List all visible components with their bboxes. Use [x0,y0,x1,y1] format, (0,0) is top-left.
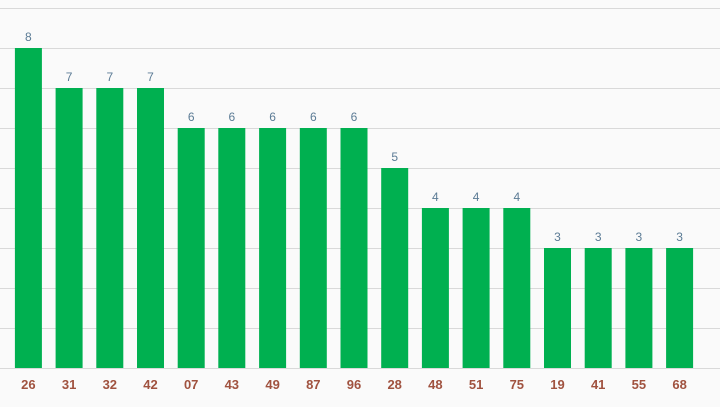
data-label-49: 6 [269,110,276,124]
x-tick-label-43: 43 [225,377,239,392]
x-tick-label-75: 75 [510,377,524,392]
data-label-31: 7 [66,70,73,84]
x-tick-label-49: 49 [265,377,279,392]
x-tick-label-41: 41 [591,377,605,392]
data-label-32: 7 [106,70,113,84]
bar-96 [340,128,368,368]
x-tick-label-96: 96 [347,377,361,392]
data-label-48: 4 [432,190,439,204]
data-label-41: 3 [595,230,602,244]
bar-68 [666,248,694,368]
x-tick-label-51: 51 [469,377,483,392]
bar-31 [55,88,83,368]
data-label-19: 3 [554,230,561,244]
x-tick-label-55: 55 [632,377,646,392]
x-tick-label-68: 68 [672,377,686,392]
x-tick-label-87: 87 [306,377,320,392]
x-tick-label-42: 42 [143,377,157,392]
x-tick-label-48: 48 [428,377,442,392]
data-label-68: 3 [676,230,683,244]
data-label-51: 4 [473,190,480,204]
bar-32 [96,88,124,368]
x-tick-label-26: 26 [21,377,35,392]
data-label-28: 5 [391,150,398,164]
bar-26 [14,48,42,368]
bar-41 [584,248,612,368]
bar-43 [218,128,246,368]
data-label-96: 6 [351,110,358,124]
data-label-75: 4 [513,190,520,204]
bar-48 [421,208,449,368]
data-label-87: 6 [310,110,317,124]
bar-49 [259,128,287,368]
data-label-26: 8 [25,30,32,44]
x-axis-labels: 26 31 32 42 07 43 49 87 96 28 48 51 75 19 41 55 68 [21,377,687,392]
x-tick-label-31: 31 [62,377,76,392]
data-labels: 8 7 7 7 6 6 6 6 6 5 4 4 4 3 3 3 3 [25,30,683,244]
bar-75 [503,208,531,368]
data-label-55: 3 [636,230,643,244]
x-tick-label-07: 07 [184,377,198,392]
data-label-07: 6 [188,110,195,124]
bar-07 [177,128,205,368]
x-tick-label-28: 28 [387,377,401,392]
bar-87 [299,128,327,368]
data-label-42: 7 [147,70,154,84]
bars [14,48,694,368]
bar-19 [544,248,571,368]
bar-51 [462,208,490,368]
x-tick-label-32: 32 [103,377,117,392]
x-tick-label-19: 19 [550,377,564,392]
bar-42 [137,88,164,368]
bar-55 [625,248,653,368]
data-label-43: 6 [228,110,235,124]
bar-28 [381,168,409,368]
